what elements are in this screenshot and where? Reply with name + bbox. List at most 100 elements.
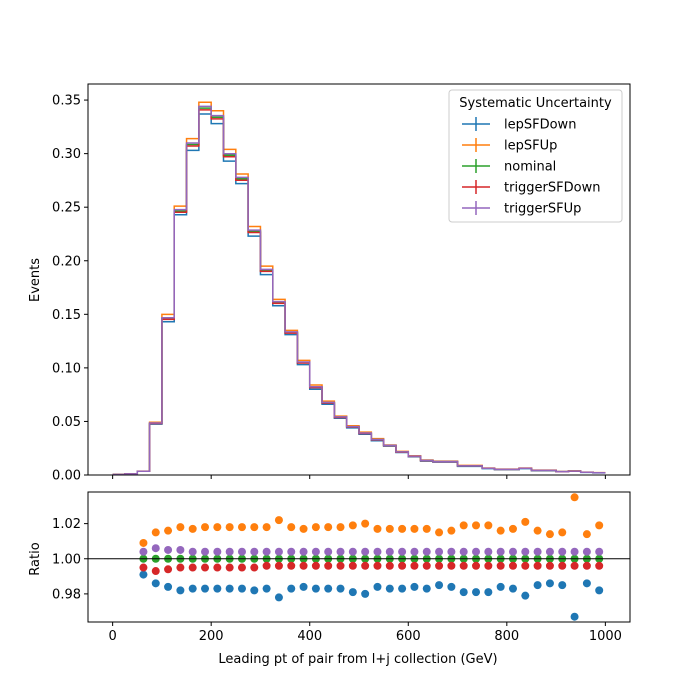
ratio-y-axis-label: Ratio: [28, 542, 43, 575]
ratio-point: [595, 521, 604, 530]
ratio-point: [287, 561, 296, 570]
ratio-point: [435, 528, 444, 537]
histogram-x-ticks: [112, 475, 606, 479]
ratio-point: [250, 523, 259, 532]
ratio-point: [398, 561, 407, 570]
ratio-point: [299, 547, 308, 556]
ratio-point: [201, 523, 210, 532]
ratio-y-tick-label: 0.98: [52, 587, 81, 602]
ratio-point: [225, 547, 234, 556]
ratio-point: [324, 584, 333, 593]
ratio-point: [311, 561, 320, 570]
ratio-point: [595, 547, 604, 556]
ratio-point: [385, 547, 394, 556]
ratio-point: [472, 547, 481, 556]
ratio-point: [582, 547, 591, 556]
legend-label: triggerSFUp: [504, 202, 581, 217]
ratio-point: [324, 523, 333, 532]
ratio-point: [496, 561, 505, 570]
ratio-point: [348, 521, 357, 530]
ratio-point: [447, 582, 456, 591]
ratio-point: [435, 547, 444, 556]
ratio-point: [237, 563, 246, 572]
ratio-point: [151, 567, 160, 576]
ratio-point: [385, 584, 394, 593]
ratio-point: [570, 547, 579, 556]
ratio-point: [299, 582, 308, 591]
ratio-point: [398, 584, 407, 593]
histogram-y-axis-label: Events: [28, 258, 43, 302]
ratio-point: [521, 561, 530, 570]
ratio-point: [385, 524, 394, 533]
ratio-point: [558, 561, 567, 570]
ratio-point: [459, 547, 468, 556]
ratio-x-tick-label: 400: [297, 629, 322, 644]
ratio-point: [164, 545, 173, 554]
ratio-point: [311, 584, 320, 593]
ratio-frame: [87, 491, 631, 623]
ratio-point: [361, 519, 370, 528]
ratio-point: [237, 523, 246, 532]
ratio-point: [570, 612, 579, 621]
legend-entry-nominal: nominal: [462, 159, 556, 175]
ratio-point: [311, 523, 320, 532]
ratio-point: [311, 547, 320, 556]
ratio-point: [188, 524, 197, 533]
ratio-point: [422, 547, 431, 556]
ratio-point: [545, 579, 554, 588]
ratio-point: [164, 582, 173, 591]
ratio-point: [521, 591, 530, 600]
ratio-point: [508, 524, 517, 533]
ratio-point: [472, 561, 481, 570]
ratio-point: [582, 579, 591, 588]
ratio-y-tick-label: 1.02: [52, 517, 81, 532]
ratio-point: [582, 561, 591, 570]
ratio-point: [508, 547, 517, 556]
ratio-point: [164, 526, 173, 535]
ratio-point: [484, 547, 493, 556]
ratio-point: [533, 581, 542, 590]
ratio-point: [398, 547, 407, 556]
ratio-point: [139, 538, 148, 547]
histogram-y-tick-label: 0.15: [52, 308, 81, 323]
ratio-point: [176, 545, 185, 554]
ratio-point: [570, 493, 579, 502]
ratio-panel: 0.98 1.00 1.02 0 200 400 600 800 1000 Ratio Lea…: [28, 491, 631, 667]
ratio-point: [533, 526, 542, 535]
legend: Systematic Uncertainty lepSFDown lepSFUp n…: [448, 89, 623, 223]
ratio-point: [151, 544, 160, 553]
ratio-point: [287, 584, 296, 593]
ratio-point: [348, 588, 357, 597]
ratio-point: [472, 521, 481, 530]
ratio-point: [398, 524, 407, 533]
ratio-point: [250, 563, 259, 572]
ratio-point: [422, 584, 431, 593]
ratio-point: [164, 565, 173, 574]
ratio-point: [139, 547, 148, 556]
x-axis-label: Leading pt of pair from l+j collection (…: [218, 652, 497, 667]
ratio-point: [385, 561, 394, 570]
ratio-point: [410, 561, 419, 570]
histogram-y-ticks: 0.00 0.05 0.10 0.15 0.20 0.25 0.30 0.35: [52, 94, 88, 484]
ratio-point: [262, 584, 271, 593]
ratio-point: [151, 528, 160, 537]
ratio-series-lepSFUp: [139, 493, 604, 547]
ratio-point: [274, 547, 283, 556]
ratio-series-triggerSFUp: [139, 544, 604, 556]
ratio-point: [508, 561, 517, 570]
ratio-point: [250, 586, 259, 595]
ratio-point: [274, 516, 283, 525]
ratio-point: [545, 547, 554, 556]
histogram-plot-area: [112, 101, 606, 476]
ratio-point: [225, 563, 234, 572]
ratio-point: [361, 589, 370, 598]
ratio-point: [447, 547, 456, 556]
ratio-points: [139, 493, 604, 621]
ratio-point: [484, 561, 493, 570]
ratio-point: [151, 579, 160, 588]
ratio-point: [558, 581, 567, 590]
legend-entries: lepSFDown lepSFUp nominal triggerSFDown trig…: [462, 117, 600, 217]
ratio-point: [410, 524, 419, 533]
ratio-point: [237, 584, 246, 593]
